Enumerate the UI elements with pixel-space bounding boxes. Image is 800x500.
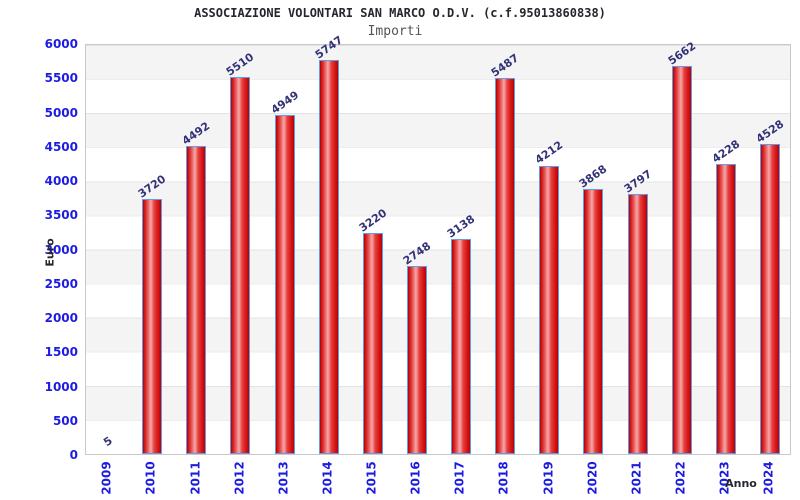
value-label-2020: 3868 (577, 162, 610, 191)
y-tick-label: 4000 (44, 174, 78, 188)
bar-slot: 3720 (130, 45, 174, 454)
bar-2022[interactable] (671, 66, 692, 454)
bar-2015[interactable] (362, 233, 383, 454)
value-label-2017: 3138 (444, 212, 478, 241)
bar-2018[interactable] (495, 78, 516, 454)
bar-2010[interactable] (142, 199, 163, 454)
y-tick-label: 2500 (44, 276, 78, 291)
bar-2023[interactable] (715, 164, 736, 454)
y-tick-label: 4500 (44, 139, 78, 154)
x-tick-label: 2012 (232, 461, 247, 495)
value-label-2010: 3720 (135, 172, 169, 201)
value-label-2019: 4212 (533, 138, 566, 168)
bar-slot: 5662 (660, 40, 704, 454)
x-tick-2021: 2021 (615, 457, 659, 499)
bar-2016[interactable] (406, 265, 427, 454)
x-tick-label: 2019 (541, 461, 556, 495)
y-tick-label: 1500 (44, 345, 78, 360)
x-tick-2010: 2010 (129, 457, 173, 499)
bar-2013[interactable] (274, 115, 295, 454)
x-tick-label: 2015 (364, 461, 379, 495)
chart-title: ASSOCIAZIONE VOLONTARI SAN MARCO O.D.V. … (194, 6, 606, 20)
y-tick-label: 3500 (44, 208, 78, 223)
bar-2012[interactable] (230, 76, 251, 454)
x-tick-label: 2014 (320, 461, 335, 495)
x-axis-title: Anno (725, 477, 757, 490)
bar-slot: 4492 (174, 45, 218, 454)
bar-2020[interactable] (583, 189, 604, 454)
x-tick-2013: 2013 (262, 457, 306, 499)
bar-slot: 5510 (218, 45, 262, 454)
y-tick-label: 5000 (44, 105, 78, 120)
bar-slot: 5487 (483, 45, 527, 454)
x-tick-label: 2018 (497, 461, 512, 495)
bar-slot: 4228 (704, 45, 748, 454)
bar-slot: 4949 (263, 45, 307, 454)
value-label-2023: 4228 (709, 137, 743, 166)
bar-slot: 3138 (439, 45, 483, 454)
y-tick-label: 0 (69, 448, 78, 462)
y-axis-tick-labels: 0 500 1000 1500 2000 2500 3000 3500 4000 4500 5000… (0, 0, 78, 500)
x-tick-label: 2022 (673, 461, 688, 495)
x-tick-2014: 2014 (306, 457, 350, 499)
value-label-2018: 5487 (488, 51, 522, 80)
y-tick-label: 2000 (44, 311, 78, 325)
x-tick-label: 2010 (144, 461, 159, 495)
x-tick-2009: 2009 (85, 457, 129, 499)
x-tick-2015: 2015 (350, 457, 394, 499)
value-label-2012: 5510 (224, 49, 257, 79)
x-tick-2017: 2017 (438, 457, 482, 499)
bar-slot: 3220 (351, 45, 395, 454)
value-label-2021: 3797 (621, 167, 654, 196)
y-tick-label: 3000 (44, 242, 78, 257)
x-tick-2011: 2011 (173, 457, 217, 499)
x-tick-2020: 2020 (570, 457, 614, 499)
bar-2019[interactable] (539, 165, 560, 454)
bar-slot: 5 (86, 45, 130, 454)
bar-slot: 4212 (527, 45, 571, 454)
value-label-2016: 2748 (400, 239, 434, 268)
x-tick-2016: 2016 (394, 457, 438, 499)
bar-slot: 3797 (616, 45, 660, 454)
value-label-2024: 4528 (753, 117, 787, 146)
bar-slot: 4528 (748, 45, 792, 454)
value-label-2011: 4492 (180, 119, 213, 148)
bar-2017[interactable] (451, 239, 472, 454)
x-tick-label: 2011 (188, 461, 203, 495)
x-tick-label: 2016 (408, 461, 423, 495)
y-axis-title: Euro (43, 238, 57, 267)
x-tick-2019: 2019 (526, 457, 570, 499)
x-tick-2018: 2018 (482, 457, 526, 499)
bar-2011[interactable] (186, 146, 207, 454)
x-axis-tick-labels: 2009 2010 2011 2012 2013 2014 2015 2016 2017 2018… (85, 457, 791, 499)
y-tick-label: 1000 (44, 379, 78, 394)
x-tick-2012: 2012 (217, 457, 261, 499)
value-label-2009: 5 (101, 433, 115, 449)
x-tick-label: 2017 (453, 461, 468, 495)
bar-slot: 2748 (395, 45, 439, 454)
y-tick-label: 6000 (44, 37, 78, 51)
value-label-2015: 3220 (356, 206, 390, 236)
bar-2014[interactable] (318, 60, 339, 454)
bar-2024[interactable] (759, 143, 780, 454)
chart-subtitle: Importi (367, 24, 423, 39)
bar-slot: 3868 (571, 45, 615, 454)
value-label-2022: 5662 (665, 39, 698, 68)
y-tick-label: 500 (52, 413, 78, 428)
x-tick-label: 2013 (276, 461, 291, 495)
x-tick-label: 2020 (585, 461, 600, 495)
y-tick-label: 5500 (44, 71, 78, 86)
bar-2021[interactable] (627, 193, 648, 454)
x-tick-label: 2021 (629, 461, 644, 495)
bar-slot: 5747 (307, 34, 351, 454)
value-label-2013: 4949 (268, 88, 301, 117)
plot-area: 5 3720 4492 5510 4949 5747 3220 2748 3138 5487 421… (85, 34, 792, 455)
x-tick-label: 2009 (100, 461, 115, 495)
